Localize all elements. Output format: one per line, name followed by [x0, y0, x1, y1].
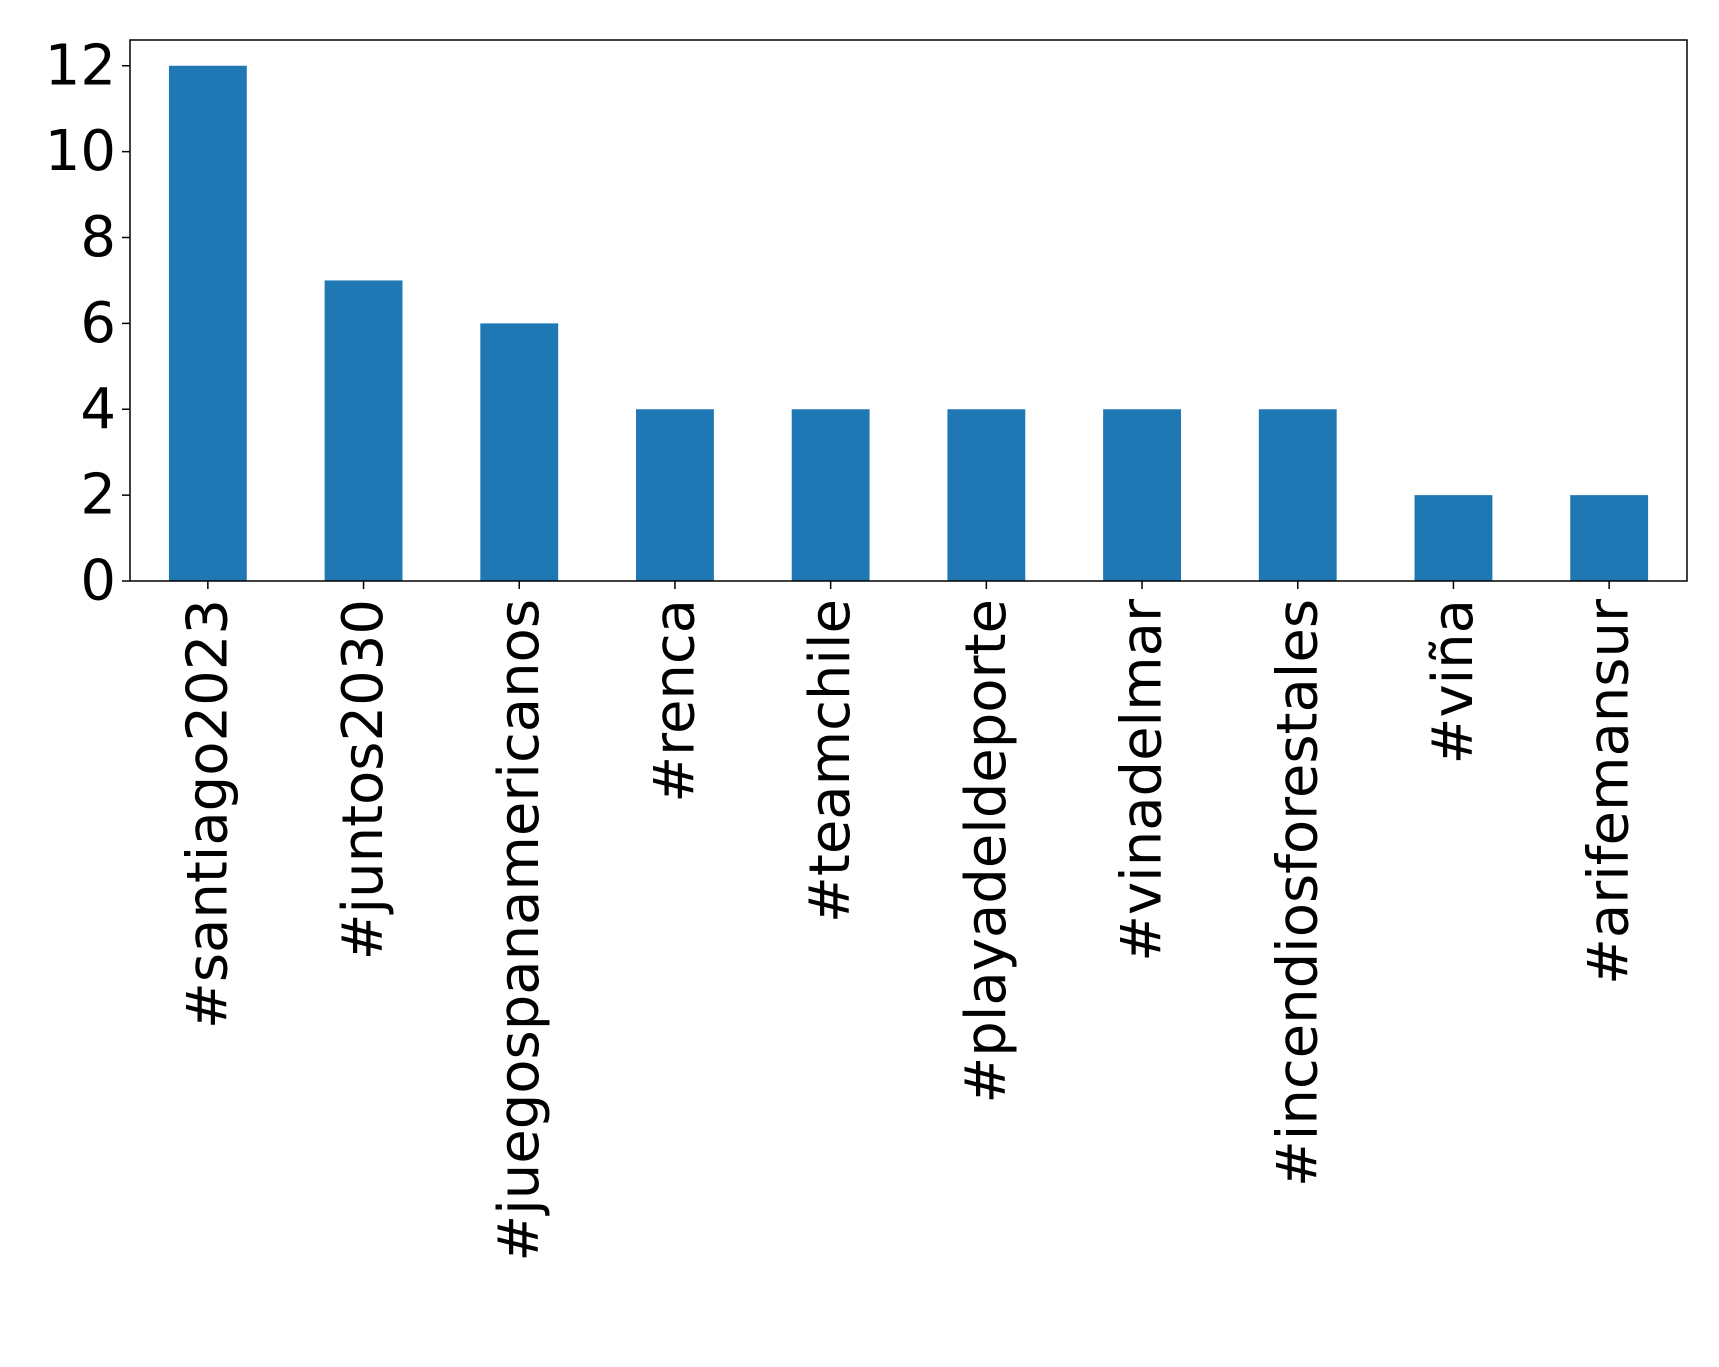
- x-tick-label: #teamchile: [798, 599, 863, 923]
- x-tick-label: #playadeldeporte: [954, 599, 1019, 1104]
- bar: [1570, 495, 1649, 581]
- y-axis: 0 2 4 6 8 10 12: [45, 33, 130, 614]
- x-tick-label: #incendiosforestales: [1265, 599, 1330, 1187]
- bar: [1414, 495, 1493, 581]
- plot-frame: [129, 39, 1688, 582]
- y-tick-label: 8: [80, 205, 116, 270]
- bar: [636, 409, 714, 581]
- y-tick-label: 2: [80, 463, 116, 528]
- x-tick-label: #vinadelmar: [1110, 598, 1175, 962]
- x-tick-label: #arifemansur: [1577, 598, 1642, 985]
- bar: [1258, 409, 1337, 581]
- bar: [791, 409, 870, 581]
- bar: [324, 280, 403, 581]
- x-tick-label: #juntos2030: [331, 599, 396, 960]
- y-tick-label: 10: [45, 119, 116, 184]
- x-tick-label: #viña: [1421, 599, 1486, 764]
- x-tick-label: #renca: [642, 599, 707, 803]
- bar: [947, 409, 1026, 581]
- x-tick-label: #santiago2023: [175, 599, 240, 1029]
- y-tick-label: 6: [80, 291, 116, 356]
- y-tick-label: 0: [80, 549, 116, 614]
- y-tick-label: 4: [80, 377, 116, 442]
- y-tick-label: 12: [45, 33, 116, 98]
- bar: [1103, 409, 1181, 581]
- bar: [480, 323, 559, 581]
- bar: [168, 65, 247, 581]
- x-tick-label: #juegospanamericanos: [487, 599, 552, 1262]
- x-axis: #santiago2023 #juntos2030 #juegospanameric…: [175, 581, 1642, 1262]
- bars-group: [168, 65, 1649, 581]
